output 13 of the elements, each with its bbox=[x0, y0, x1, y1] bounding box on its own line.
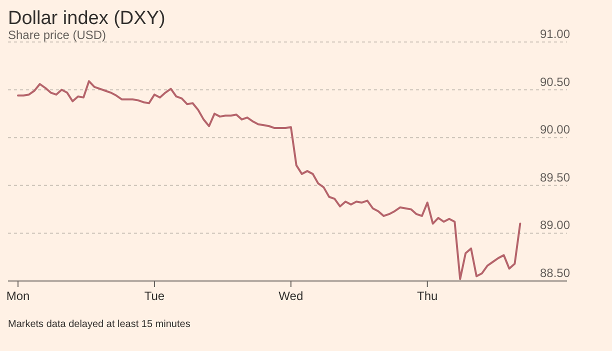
chart-subtitle: Share price (USD) bbox=[8, 28, 106, 42]
x-tick-label: Thu bbox=[417, 289, 438, 303]
y-tick-label: 90.00 bbox=[540, 122, 570, 137]
x-tick-label: Tue bbox=[144, 289, 165, 303]
y-tick-label: 89.50 bbox=[540, 170, 570, 184]
chart-title: Dollar index (DXY) bbox=[8, 8, 166, 29]
x-tick-label: Mon bbox=[6, 289, 30, 303]
y-tick-label: 91.00 bbox=[540, 27, 570, 41]
y-tick-label: 88.50 bbox=[540, 266, 570, 280]
text: Markets data delayed at least 15 minutes bbox=[8, 319, 190, 330]
y-tick-label: 90.50 bbox=[540, 74, 570, 89]
y-tick-label: 89.00 bbox=[540, 218, 570, 232]
x-tick-label: Wed bbox=[278, 289, 304, 303]
